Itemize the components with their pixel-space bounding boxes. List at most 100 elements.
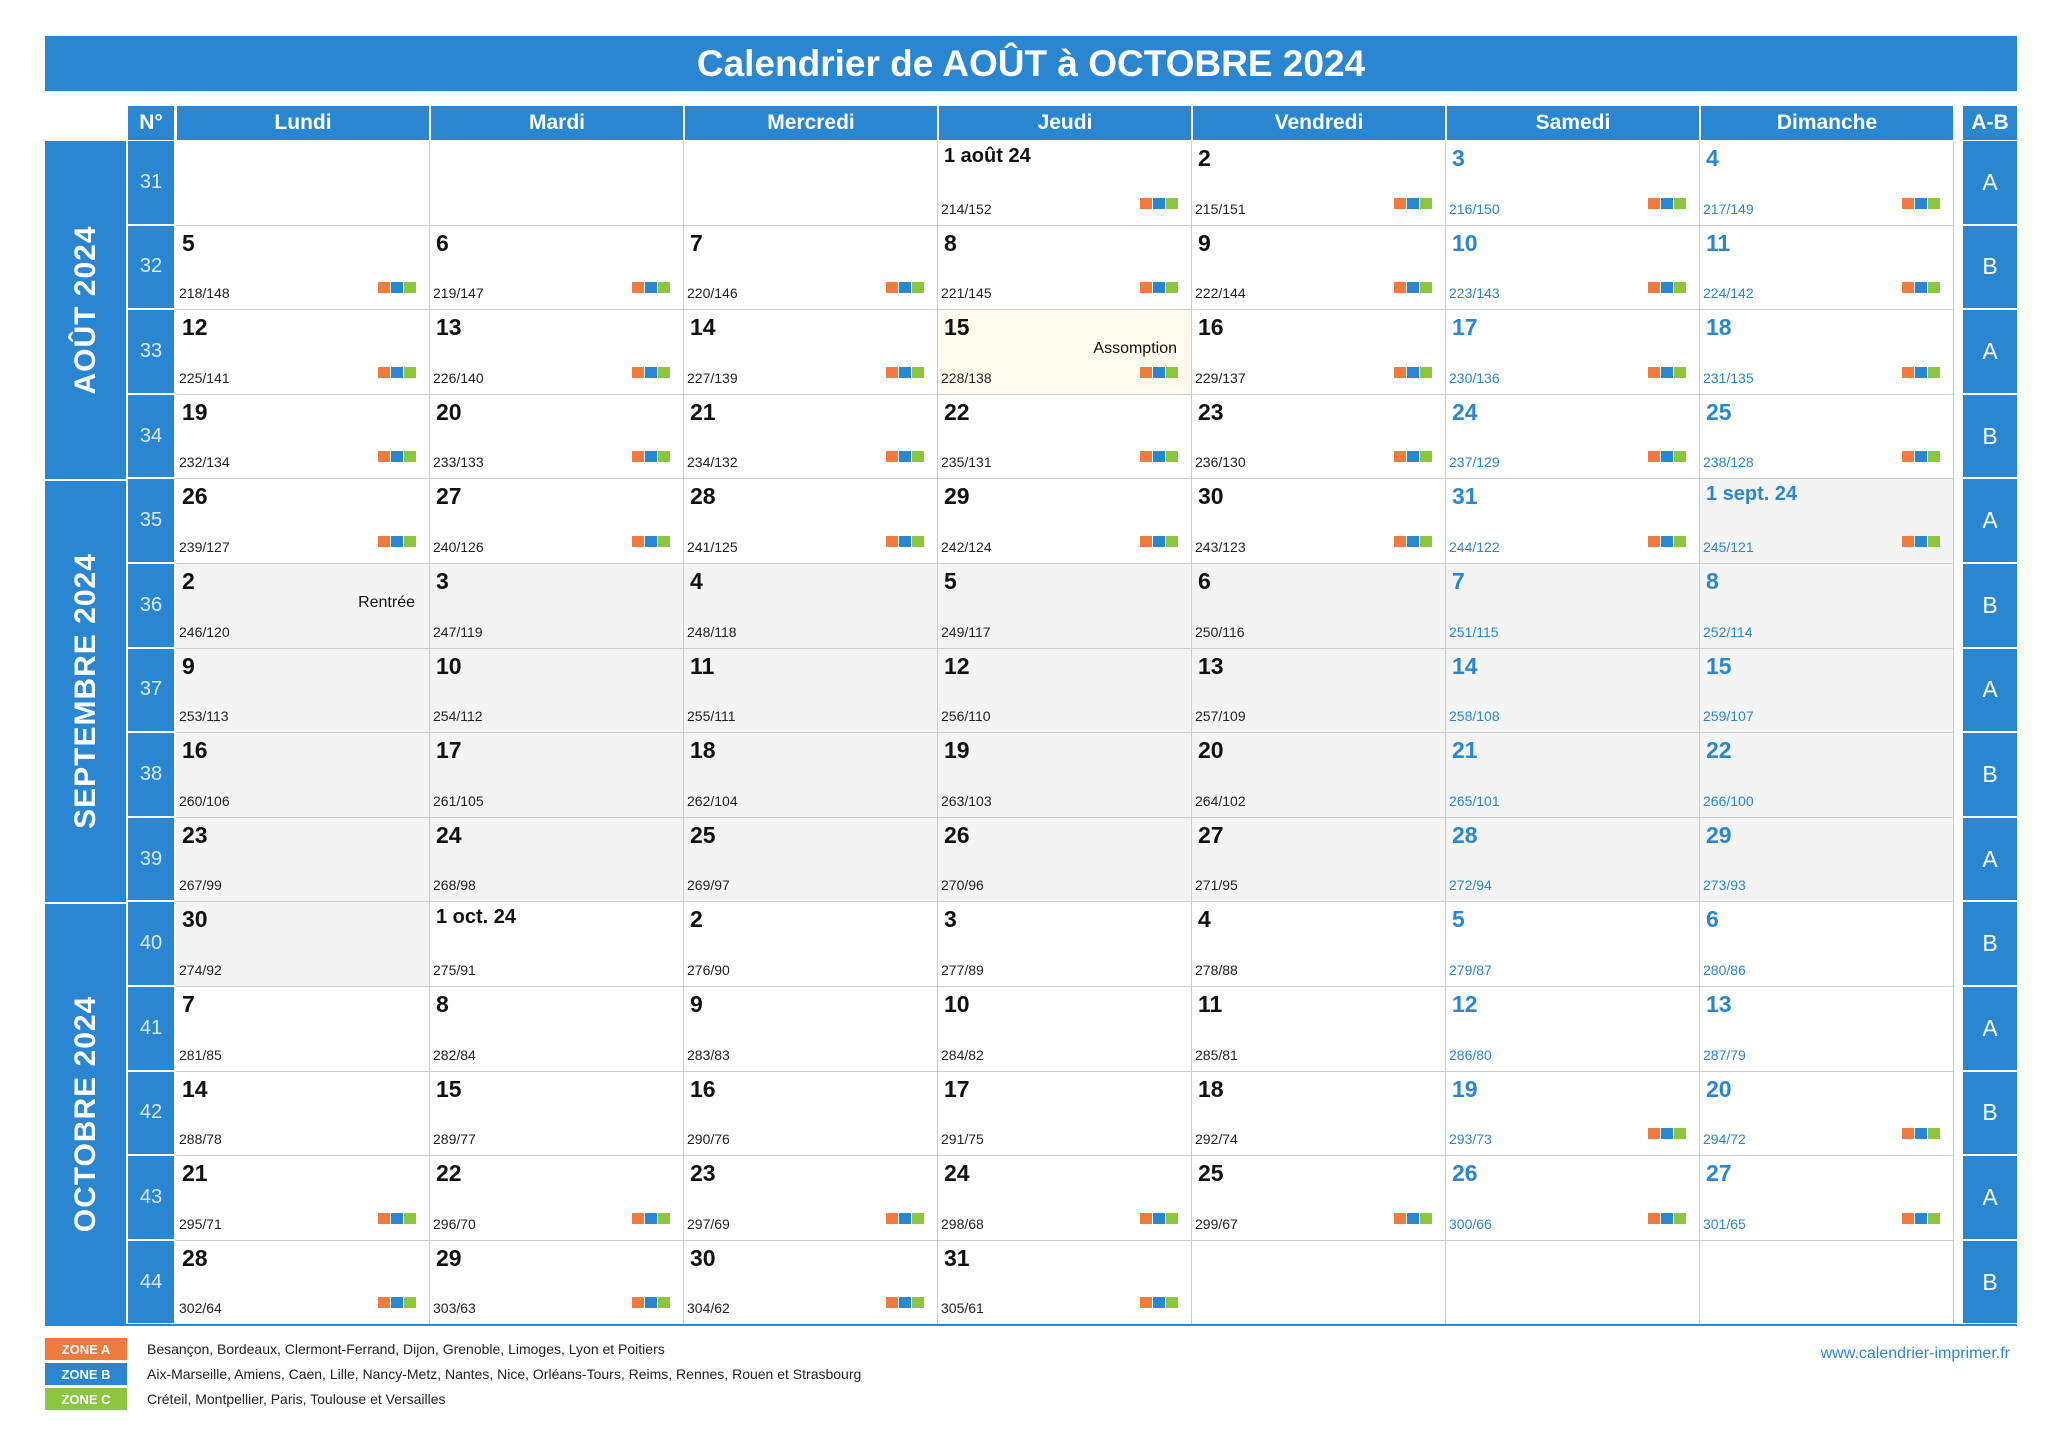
day-cell[interactable]: 13 257/109 [1192,648,1446,734]
day-cell[interactable]: 2 246/120 Rentrée [176,564,430,649]
day-cell[interactable]: 25 299/67 [1192,1156,1446,1241]
day-cell[interactable]: 9 283/83 [684,987,938,1072]
day-cell[interactable]: 11 285/81 [1192,987,1446,1072]
day-number: 27 [436,483,462,510]
day-cell[interactable]: 11 224/142 [1700,225,1954,311]
day-cell[interactable]: 8 252/114 [1700,564,1954,649]
day-cell[interactable]: 17 230/136 [1446,310,1700,395]
day-cell[interactable]: 24 268/98 [430,817,684,903]
day-cell [430,141,684,226]
day-cell[interactable]: 1 sept. 24 245/121 [1700,479,1954,564]
day-cell[interactable]: 21 295/71 [176,1156,430,1241]
day-cell[interactable]: 17 291/75 [938,1071,1192,1157]
day-cell[interactable]: 15 289/77 [430,1071,684,1157]
zone-b-marker [1661,1128,1673,1140]
day-cell[interactable]: 28 272/94 [1446,817,1700,903]
day-cell[interactable]: 2 215/151 [1192,141,1446,226]
day-cell[interactable]: 23 236/130 [1192,394,1446,480]
school-zones-indicator [378,1212,416,1224]
day-cell[interactable]: 30 243/123 [1192,479,1446,564]
day-cell[interactable]: 5 218/148 [176,225,430,311]
day-cell[interactable]: 29 242/124 [938,479,1192,564]
day-cell[interactable]: 23 267/99 [176,817,430,903]
zone-c-marker [912,535,924,547]
day-cell[interactable]: 12 286/80 [1446,987,1700,1072]
day-cell[interactable]: 29 273/93 [1700,817,1954,903]
day-cell[interactable]: 31 244/122 [1446,479,1700,564]
day-cell[interactable]: 4 217/149 [1700,141,1954,226]
day-cell[interactable]: 7 251/115 [1446,564,1700,649]
day-cell[interactable]: 20 233/133 [430,394,684,480]
day-cell[interactable]: 1 oct. 24 275/91 [430,902,684,987]
day-cell[interactable]: 6 219/147 [430,225,684,311]
day-cell[interactable]: 16 290/76 [684,1071,938,1157]
day-cell[interactable]: 25 269/97 [684,817,938,903]
day-cell[interactable]: 18 292/74 [1192,1071,1446,1157]
day-cell[interactable]: 16 229/137 [1192,310,1446,395]
day-cell[interactable]: 24 298/68 [938,1156,1192,1241]
day-cell[interactable]: 18 231/135 [1700,310,1954,395]
day-cell[interactable]: 27 301/65 [1700,1156,1954,1241]
day-cell[interactable]: 2 276/90 [684,902,938,987]
day-cell[interactable]: 15 228/138 Assomption [938,310,1192,395]
day-cell[interactable]: 7 281/85 [176,987,430,1072]
day-cell[interactable]: 28 241/125 [684,479,938,564]
day-cell[interactable]: 14 258/108 [1446,648,1700,734]
day-cell[interactable]: 9 222/144 [1192,225,1446,311]
day-cell[interactable]: 7 220/146 [684,225,938,311]
day-cell[interactable]: 26 270/96 [938,817,1192,903]
day-cell[interactable]: 3 277/89 [938,902,1192,987]
day-cell[interactable]: 24 237/129 [1446,394,1700,480]
day-cell[interactable]: 13 226/140 [430,310,684,395]
day-cell[interactable]: 12 225/141 [176,310,430,395]
day-cell[interactable]: 8 282/84 [430,987,684,1072]
day-cell[interactable]: 22 296/70 [430,1156,684,1241]
day-cell[interactable]: 10 284/82 [938,987,1192,1072]
day-cell[interactable]: 8 221/145 [938,225,1192,311]
day-cell[interactable]: 16 260/106 [176,733,430,818]
day-cell[interactable]: 12 256/110 [938,648,1192,734]
day-cell[interactable]: 6 280/86 [1700,902,1954,987]
day-cell[interactable]: 29 303/63 [430,1240,684,1326]
day-cell[interactable]: 13 287/79 [1700,987,1954,1072]
zone-c-marker [1928,1128,1940,1140]
day-cell[interactable]: 21 234/132 [684,394,938,480]
day-cell[interactable]: 31 305/61 [938,1240,1192,1326]
day-cell[interactable]: 14 227/139 [684,310,938,395]
day-cell[interactable]: 26 239/127 [176,479,430,564]
day-count: 230/136 [1449,369,1500,386]
day-cell[interactable]: 15 259/107 [1700,648,1954,734]
website-link[interactable]: www.calendrier-imprimer.fr [1820,1345,2010,1362]
day-cell[interactable]: 20 294/72 [1700,1071,1954,1157]
day-cell[interactable]: 19 263/103 [938,733,1192,818]
day-cell[interactable]: 4 248/118 [684,564,938,649]
day-cell[interactable]: 30 304/62 [684,1240,938,1326]
day-cell[interactable]: 3 247/119 [430,564,684,649]
day-cell[interactable]: 27 240/126 [430,479,684,564]
day-cell[interactable]: 22 266/100 [1700,733,1954,818]
day-cell[interactable]: 10 223/143 [1446,225,1700,311]
day-cell[interactable]: 27 271/95 [1192,817,1446,903]
day-cell[interactable]: 30 274/92 [176,902,430,987]
day-cell[interactable]: 19 232/134 [176,394,430,480]
day-cell[interactable]: 28 302/64 [176,1240,430,1326]
day-cell[interactable]: 26 300/66 [1446,1156,1700,1241]
day-cell[interactable]: 3 216/150 [1446,141,1700,226]
day-cell[interactable]: 25 238/128 [1700,394,1954,480]
day-cell[interactable]: 4 278/88 [1192,902,1446,987]
day-cell[interactable]: 5 279/87 [1446,902,1700,987]
day-cell[interactable]: 11 255/111 [684,648,938,734]
day-cell[interactable]: 23 297/69 [684,1156,938,1241]
day-cell[interactable]: 20 264/102 [1192,733,1446,818]
day-cell[interactable]: 1 août 24 214/152 [938,141,1192,226]
day-cell[interactable]: 21 265/101 [1446,733,1700,818]
day-cell[interactable]: 19 293/73 [1446,1071,1700,1157]
day-cell[interactable]: 10 254/112 [430,648,684,734]
day-cell[interactable]: 9 253/113 [176,648,430,734]
day-cell[interactable]: 22 235/131 [938,394,1192,480]
day-cell[interactable]: 17 261/105 [430,733,684,818]
day-cell[interactable]: 5 249/117 [938,564,1192,649]
day-cell[interactable]: 6 250/116 [1192,564,1446,649]
day-cell[interactable]: 18 262/104 [684,733,938,818]
day-cell[interactable]: 14 288/78 [176,1071,430,1157]
